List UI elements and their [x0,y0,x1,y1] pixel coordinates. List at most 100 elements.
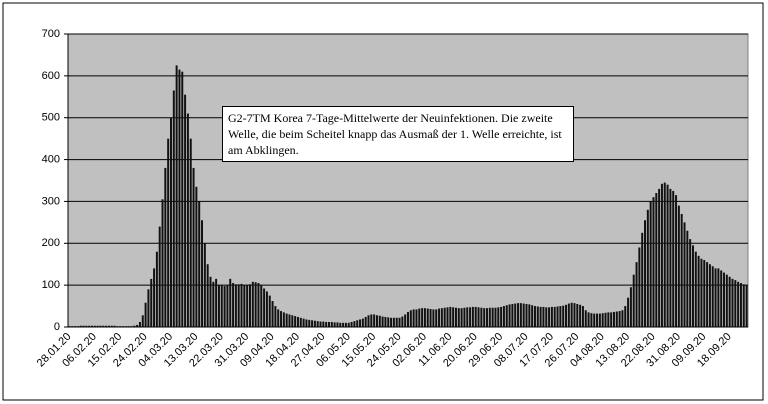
bar [635,262,638,327]
bar [288,314,291,327]
bar [502,306,505,327]
bar [254,282,257,327]
bar [195,186,198,327]
bar [519,303,522,327]
bar [423,308,426,327]
bar [392,317,395,327]
bar [364,316,367,327]
bar [344,322,347,327]
bar [742,284,745,327]
bar [573,303,576,327]
bar [246,285,249,327]
bar [330,321,333,327]
bar [745,285,748,327]
bar [598,313,601,327]
bar [79,325,82,327]
bar [612,311,615,327]
bar [737,281,740,327]
bar [720,270,723,327]
bar [443,307,446,327]
bar [536,306,539,327]
bar [567,303,570,327]
bar [587,312,590,327]
bar [373,314,376,327]
bar [353,321,356,327]
bar [556,306,559,327]
bar [675,195,678,327]
y-tick-label: 200 [42,237,60,249]
bar [522,303,525,327]
bar [178,69,181,327]
bar [466,307,469,327]
bar [294,316,297,327]
bar [277,309,280,327]
bar [347,322,350,327]
bar [559,306,562,327]
bar [581,306,584,327]
bar [240,283,243,327]
bar [99,325,102,327]
bar [483,308,486,327]
bar [249,284,251,327]
bar [435,309,438,327]
bar [161,199,164,327]
bar [155,251,158,327]
bar [164,167,167,327]
y-tick-label: 300 [42,195,60,207]
bar [215,278,218,327]
bar [223,285,226,327]
bar [627,297,630,327]
bar [440,308,443,327]
bar [666,184,669,327]
bar [212,281,215,327]
bar [133,325,136,327]
bar [728,276,731,327]
y-tick-label: 700 [42,28,60,40]
bar [102,325,105,327]
bar [593,313,596,327]
bar [172,90,175,327]
bar [265,291,268,327]
bar [525,303,528,327]
bar [308,319,311,327]
bar [280,311,283,327]
bar [446,307,449,327]
bar [632,274,635,327]
bar [615,311,618,327]
y-tick-label: 100 [42,279,60,291]
bar [147,289,150,327]
bar [175,65,178,328]
bar [601,313,604,327]
bar [432,309,435,327]
bar [206,264,209,327]
bar [649,201,652,327]
bar [237,284,240,327]
bar [669,188,672,327]
bar [514,303,517,327]
bar [689,239,692,327]
bar [565,304,567,327]
bar [184,94,187,327]
bar [367,315,370,327]
bar [105,325,108,327]
bar [517,303,520,327]
bar [305,319,308,327]
bar [387,317,390,327]
bar [203,243,206,327]
bar [618,311,621,327]
bar [700,258,703,327]
bar [646,209,649,327]
bar [322,321,325,327]
bar [251,281,254,327]
bar [638,247,641,327]
bar [409,310,412,327]
bar [150,278,153,327]
bar [229,278,232,327]
bar [418,308,421,327]
bar [220,285,223,327]
bar [378,315,381,327]
bar [531,305,534,327]
bar [663,182,666,327]
bar [652,197,655,327]
